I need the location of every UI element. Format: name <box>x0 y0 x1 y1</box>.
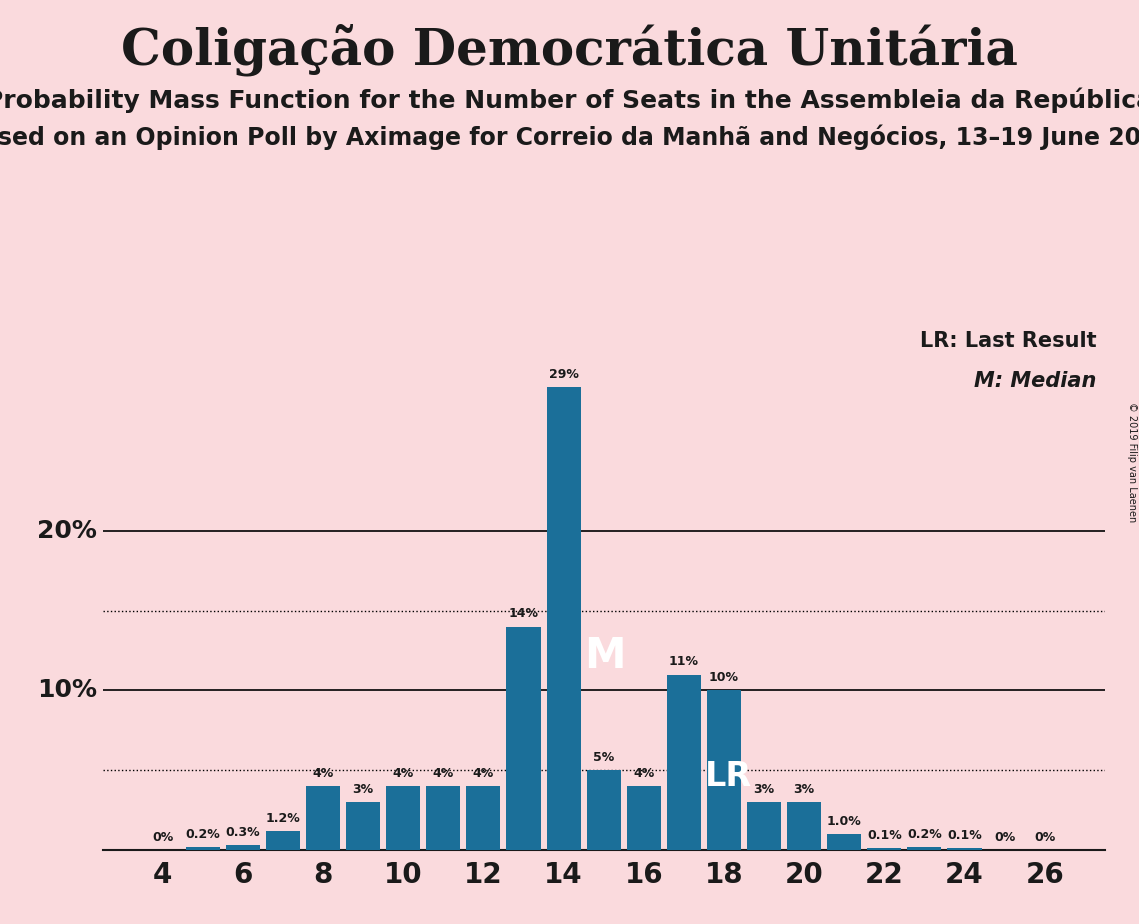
Text: 29%: 29% <box>549 368 579 381</box>
Bar <box>587 771 621 850</box>
Text: Probability Mass Function for the Number of Seats in the Assembleia da República: Probability Mass Function for the Number… <box>0 88 1139 114</box>
Text: 4%: 4% <box>393 767 413 780</box>
Text: 0.3%: 0.3% <box>226 826 260 839</box>
Bar <box>787 802 821 850</box>
Text: M: Median: M: Median <box>975 371 1097 391</box>
Bar <box>186 847 220 850</box>
Bar <box>386 786 420 850</box>
Text: 11%: 11% <box>669 655 699 668</box>
Bar <box>265 831 300 850</box>
Text: 3%: 3% <box>353 783 374 796</box>
Text: LR: Last Result: LR: Last Result <box>920 332 1097 351</box>
Bar <box>547 387 581 850</box>
Text: 20%: 20% <box>36 519 97 543</box>
Text: 10%: 10% <box>708 671 739 684</box>
Bar <box>466 786 500 850</box>
Text: Based on an Opinion Poll by Aximage for Correio da Manhã and Negócios, 13–19 Jun: Based on an Opinion Poll by Aximage for … <box>0 125 1139 151</box>
Text: 0%: 0% <box>994 831 1015 844</box>
Bar <box>867 848 901 850</box>
Text: 14%: 14% <box>508 607 539 620</box>
Bar <box>346 802 380 850</box>
Bar <box>908 847 942 850</box>
Text: 4%: 4% <box>633 767 655 780</box>
Text: Coligação Democrática Unitária: Coligação Democrática Unitária <box>121 23 1018 76</box>
Text: 1.0%: 1.0% <box>827 815 861 828</box>
Bar <box>666 675 700 850</box>
Bar <box>948 848 982 850</box>
Text: 0.1%: 0.1% <box>867 829 902 842</box>
Text: 4%: 4% <box>312 767 334 780</box>
Bar <box>426 786 460 850</box>
Text: 10%: 10% <box>36 678 97 702</box>
Text: 5%: 5% <box>593 751 614 764</box>
Text: 0.2%: 0.2% <box>186 828 220 841</box>
Text: 0.1%: 0.1% <box>948 829 982 842</box>
Text: 4%: 4% <box>473 767 494 780</box>
Bar <box>306 786 341 850</box>
Text: 0%: 0% <box>151 831 173 844</box>
Text: M: M <box>584 635 626 676</box>
Text: 0.2%: 0.2% <box>907 828 942 841</box>
Text: 3%: 3% <box>754 783 775 796</box>
Text: 4%: 4% <box>433 767 454 780</box>
Text: 0%: 0% <box>1034 831 1056 844</box>
Text: LR: LR <box>705 760 752 793</box>
Text: 1.2%: 1.2% <box>265 811 301 824</box>
Bar <box>707 690 741 850</box>
Bar <box>827 834 861 850</box>
Bar <box>747 802 781 850</box>
Text: 3%: 3% <box>794 783 814 796</box>
Bar <box>507 626 541 850</box>
Text: © 2019 Filip van Laenen: © 2019 Filip van Laenen <box>1126 402 1137 522</box>
Bar <box>626 786 661 850</box>
Bar <box>226 845 260 850</box>
